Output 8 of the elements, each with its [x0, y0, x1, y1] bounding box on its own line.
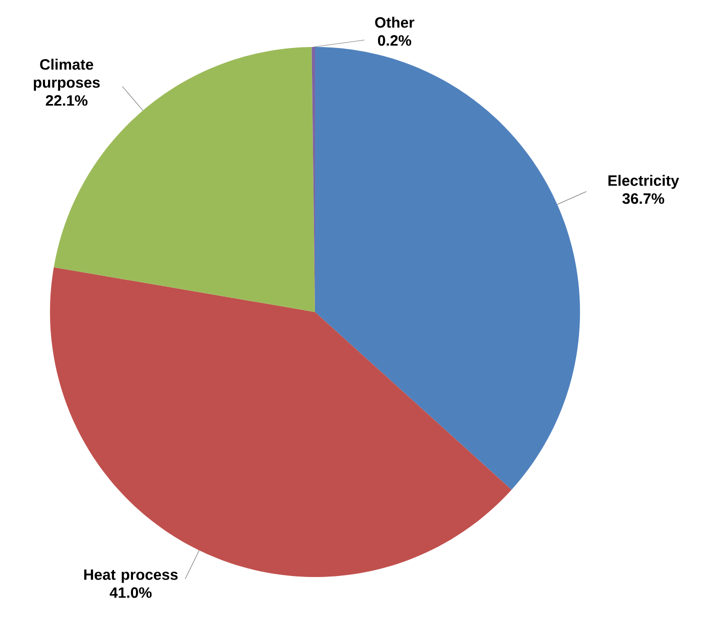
- slice-label: Electricity: [608, 174, 680, 189]
- data-label: 36.7%: [622, 193, 664, 204]
- data-label: 41.0%: [110, 587, 152, 598]
- data-label: 0.2%: [378, 35, 412, 46]
- slice-label: Other: [375, 16, 414, 28]
- slice-label: Heat process: [84, 569, 178, 583]
- data-label: 22.1%: [46, 95, 88, 106]
- slice-label: Climate purposes: [34, 58, 100, 91]
